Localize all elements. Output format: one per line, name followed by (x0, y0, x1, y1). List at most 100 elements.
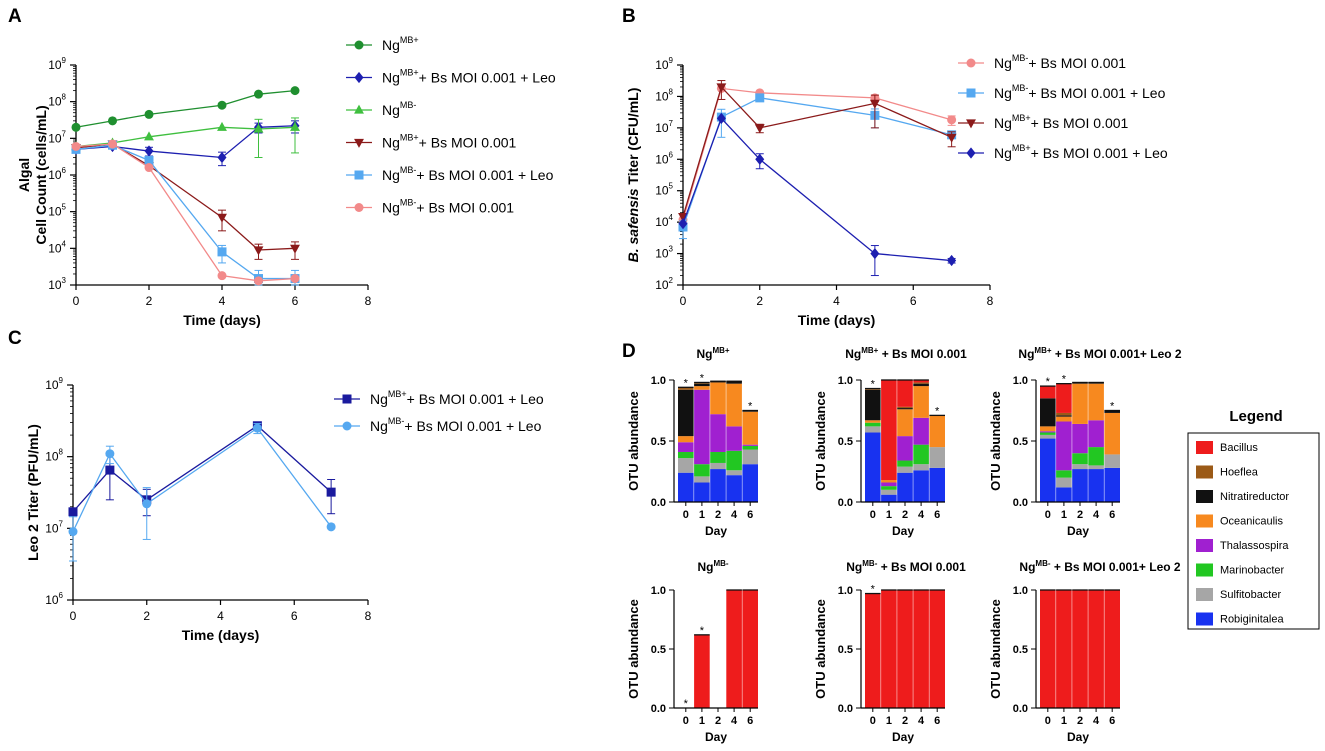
bar-segment-nitratireductor (726, 381, 742, 384)
y-tick-label: 103 (655, 245, 673, 261)
legend-label-sulfitobacter: Sulfitobacter (1220, 589, 1281, 601)
legend-label-b_mbp_bs: NgMB++ Bs MOI 0.001 (994, 113, 1129, 131)
bar-segment-thalassospira (1040, 431, 1056, 433)
y-tick-label: 0.5 (651, 644, 666, 656)
bar-segment-hoeflea (1056, 412, 1072, 416)
series-line-ng_mbm_bs (75, 143, 296, 282)
bar-segment-marinobacter (742, 445, 758, 450)
legend-label-oceanicaulis: Oceanicaulis (1220, 516, 1283, 528)
data-point-c_mbp (68, 507, 78, 517)
bar-segment-robiginitalea (897, 472, 913, 502)
y-tick-exponent: 9 (669, 56, 674, 65)
bar-segment-sulfitobacter (929, 447, 945, 468)
bar-segment-robiginitalea (726, 475, 742, 502)
bar-segment-nitratireductor (694, 383, 710, 387)
subplot-title-rest: + Bs MOI 0.001 (877, 560, 966, 574)
bar-segment-robiginitalea (913, 470, 929, 502)
legend-label-c_mbp: NgMB++ Bs MOI 0.001 + Leo (370, 389, 544, 407)
x-axis-label: Time (days) (183, 312, 261, 328)
bar-segment-bacillus (694, 634, 710, 708)
bar-segment-sulfitobacter (1040, 434, 1056, 439)
bar-segment-bacillus (865, 593, 881, 708)
y-tick-label: 0.5 (838, 644, 853, 656)
legend-label-main: Ng (994, 145, 1012, 161)
bar-segment-thalassospira (742, 444, 758, 446)
bar-segment-robiginitalea (1056, 487, 1072, 502)
bar-segment-thalassospira (726, 426, 742, 451)
series-ng_mbp_bs (71, 140, 300, 260)
subplot-title: NgMB+ + Bs MOI 0.001 (845, 346, 967, 361)
y-tick-base: 10 (655, 247, 669, 261)
bar-segment-nitratireductor (1056, 415, 1072, 417)
series-line-ng_mbm (75, 126, 296, 148)
x-tick-label: 6 (747, 715, 753, 727)
x-axis-label: Day (892, 524, 914, 538)
bar-segment-oceanicaulis (913, 386, 929, 418)
legend-label-main: Ng (370, 391, 388, 407)
x-tick-label: 2 (1077, 509, 1083, 521)
x-tick-label: 1 (699, 509, 705, 521)
subplot-title: NgMB- (697, 559, 728, 574)
legend-label-sup: MB+ (1012, 143, 1031, 153)
y-tick-base: 10 (45, 521, 59, 535)
x-tick-label: 6 (747, 509, 753, 521)
bar-segment-bacillus (1056, 590, 1072, 708)
data-point-ng_mbm_bs (108, 139, 117, 149)
legend-swatch-nitratireductor (1196, 490, 1213, 503)
y-tick-exponent: 3 (62, 276, 67, 285)
x-tick-label: 2 (1077, 715, 1083, 727)
legend-label-main: Ng (382, 135, 400, 151)
y-tick-label: 0.0 (651, 703, 666, 715)
x-tick-label: 0 (1045, 509, 1051, 521)
y-tick-base: 10 (655, 184, 669, 198)
significance-star: * (700, 372, 705, 384)
x-tick-label: 4 (1093, 715, 1100, 727)
bar-segment-robiginitalea (1104, 467, 1120, 502)
panel-letter-d: D (622, 341, 636, 362)
bar-segment-marinobacter (1072, 453, 1088, 465)
x-tick-label: 0 (683, 715, 689, 727)
x-tick-label: 0 (683, 509, 689, 521)
series-line-ng_mbp (75, 89, 296, 128)
y-tick-label: 106 (48, 166, 66, 182)
data-point-ng_mbp_bs_leo (217, 151, 227, 164)
y-tick-label: 104 (655, 213, 673, 229)
y-tick-base: 10 (655, 58, 669, 72)
legend-box (1187, 432, 1320, 630)
panel-letter-c: C (8, 328, 22, 349)
data-point-ng_mbp_bs (290, 244, 300, 254)
x-tick-label: 2 (756, 294, 763, 308)
x-axis-label: Day (1067, 524, 1089, 538)
bar-segment-bacillus (1072, 590, 1088, 708)
x-tick-label: 4 (833, 294, 840, 308)
bar-segment-sulfitobacter (1072, 464, 1088, 470)
bar-segment-oceanicaulis (881, 480, 897, 483)
x-tick-label: 1 (1061, 715, 1067, 727)
data-point-b_mbp_bs (716, 83, 727, 93)
bar-segment-marinobacter (913, 444, 929, 465)
bar-segment-thalassospira (694, 389, 710, 465)
data-point-c_mbm (142, 499, 152, 509)
x-tick-label: 2 (143, 609, 150, 623)
x-tick-label: 6 (292, 294, 299, 308)
legend-label-marinobacter: Marinobacter (1220, 565, 1285, 577)
y-tick-label: 108 (655, 87, 673, 103)
legend-label-b_mbm_bs: NgMB-+ Bs MOI 0.001 (994, 53, 1126, 71)
legend-label-robiginitalea: Robiginitalea (1220, 614, 1284, 626)
bar-segment-sulfitobacter (1088, 465, 1104, 470)
otu-subplot-3: NgMB- * 0 * 1 2 4 6 0.0 0.5 1.0 Day OTU abundance (626, 559, 758, 744)
bar-segment-robiginitalea (1072, 469, 1088, 502)
bar-segment-sulfitobacter (726, 470, 742, 476)
legend-swatch-sulfitobacter (1196, 588, 1213, 601)
legend-label-rest: + Bs MOI 0.001 + Leo (419, 70, 556, 86)
data-point-ng_mbm_bs_leo (144, 155, 154, 165)
data-point-ng_mbp (144, 109, 154, 119)
bar-segment-thalassospira (678, 442, 694, 452)
bar-segment-bacillus (1104, 590, 1120, 708)
y-tick-label: 107 (48, 129, 66, 145)
subplot-title: NgMB+ + Bs MOI 0.001+ Leo 2 (1018, 346, 1182, 361)
legend-label-sup: MB- (1012, 53, 1029, 63)
bar-segment-thalassospira (1056, 421, 1072, 471)
